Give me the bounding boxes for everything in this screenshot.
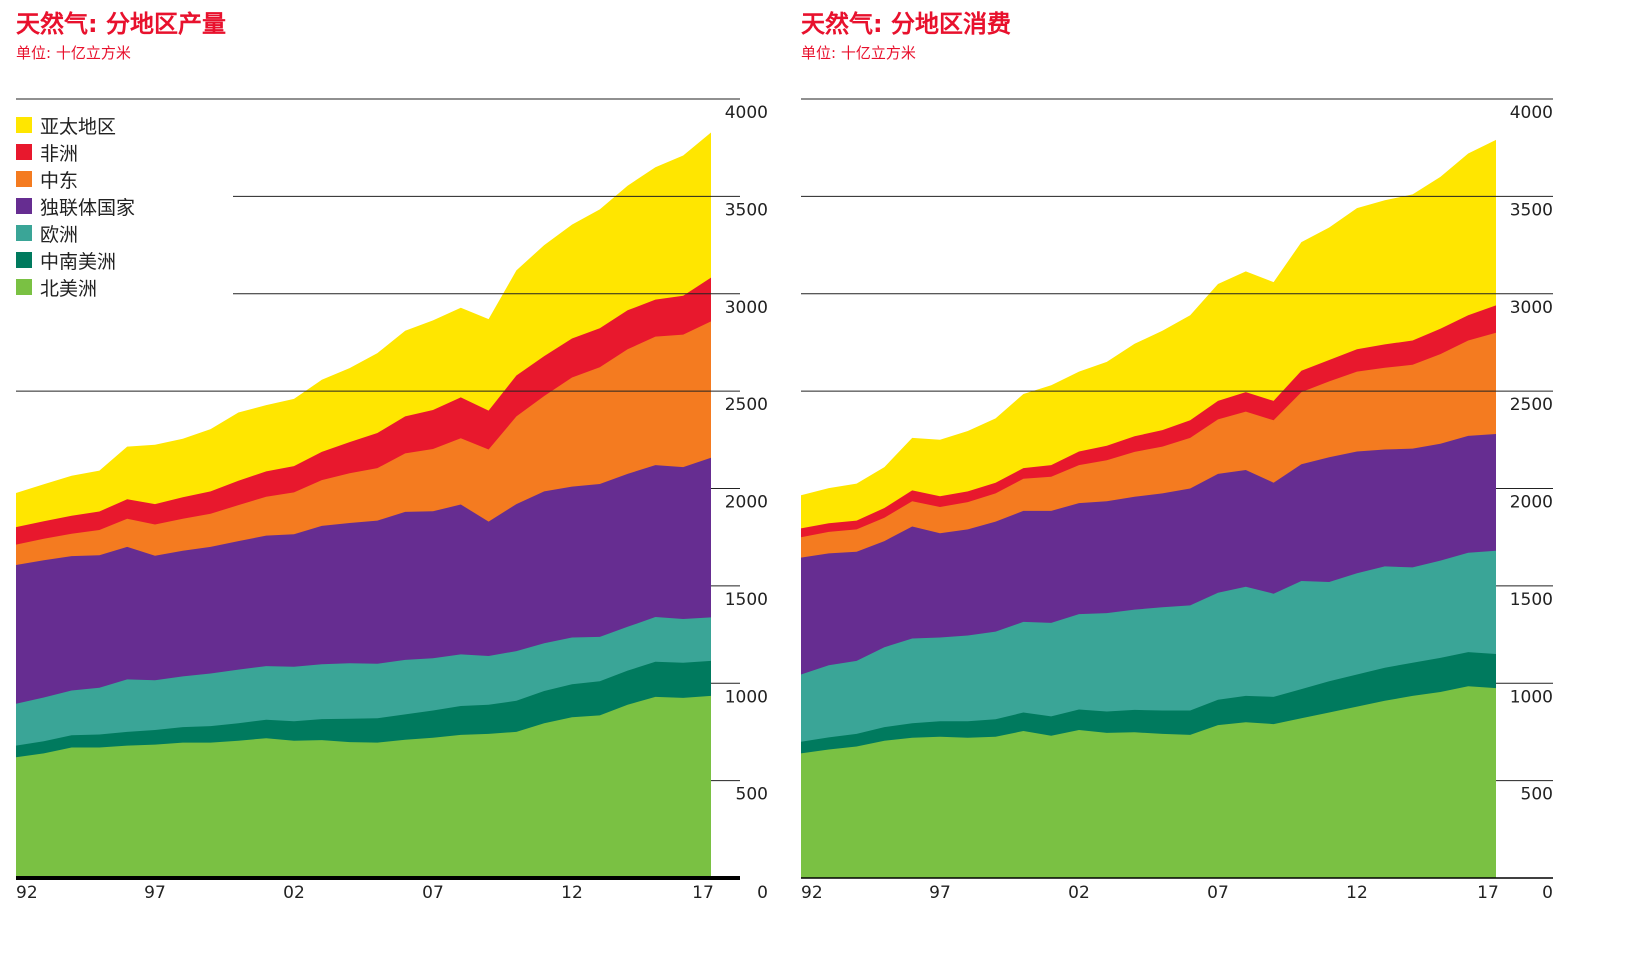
legend-swatch — [16, 279, 32, 295]
area-series-0 — [16, 695, 711, 878]
y-tick-label: 3500 — [1510, 200, 1553, 220]
legend-swatch — [16, 198, 32, 214]
x-tick-label: 92 — [801, 883, 823, 903]
area-series-0 — [801, 686, 1496, 878]
legend-label: 独联体国家 — [40, 197, 135, 219]
legend-item-north-america: 北美洲 — [16, 278, 97, 300]
legend-item-south-central-america: 中南美洲 — [16, 251, 116, 273]
legend-label: 非洲 — [40, 143, 78, 165]
chart-subtitle: 单位: 十亿立方米 — [801, 44, 916, 62]
x-tick-label: 97 — [929, 883, 951, 903]
legend-item-africa: 非洲 — [16, 143, 78, 165]
y-tick-label: 1000 — [1510, 687, 1553, 707]
gridlines — [801, 98, 1553, 879]
y-tick-label: 2500 — [725, 395, 768, 415]
x-tick-label: 17 — [1477, 883, 1499, 903]
y-tick-label: 1000 — [725, 687, 768, 707]
legend-label: 亚太地区 — [40, 116, 116, 138]
chart-title: 天然气: 分地区产量 — [16, 10, 226, 38]
legend-item-europe: 欧洲 — [16, 224, 78, 246]
x-tick-label: 02 — [1068, 883, 1090, 903]
y-tick-label: 2500 — [1510, 395, 1553, 415]
y-tick-label: 4000 — [725, 103, 768, 123]
legend-swatch — [16, 117, 32, 133]
y-tick-label: 500 — [1521, 785, 1553, 805]
y-tick-label: 1500 — [1510, 590, 1553, 610]
y-tick-label: 0 — [1542, 883, 1553, 903]
y-axis-ticks: 0 500 1000 1500 2000 2500 3000 3500 4000 — [725, 103, 768, 903]
legend-item-asia-pacific: 亚太地区 — [16, 116, 116, 138]
gridlines — [16, 98, 740, 880]
y-tick-label: 4000 — [1510, 103, 1553, 123]
legend-swatch — [16, 252, 32, 268]
x-tick-label: 12 — [1346, 883, 1368, 903]
production-chart: 天然气: 分地区产量 单位: 十亿立方米 0 500 1000 1500 2000 250… — [16, 10, 768, 903]
x-axis-ticks: 92 97 02 07 12 17 — [16, 883, 714, 903]
legend-label: 北美洲 — [40, 278, 97, 300]
legend-label: 欧洲 — [40, 224, 78, 246]
legend-swatch — [16, 171, 32, 187]
consumption-chart: 天然气: 分地区消费 单位: 十亿立方米 0 500 1000 1500 2000 250… — [801, 10, 1553, 903]
x-tick-label: 17 — [692, 883, 714, 903]
y-tick-label: 500 — [736, 785, 768, 805]
y-tick-label: 3000 — [725, 298, 768, 318]
y-tick-label: 2000 — [1510, 493, 1553, 513]
area-layers — [801, 139, 1496, 878]
y-tick-label: 3500 — [725, 200, 768, 220]
x-tick-label: 07 — [422, 883, 444, 903]
legend: 亚太地区 非洲 中东 独联体国家 欧洲 中南美洲 北美洲 — [16, 116, 135, 300]
y-tick-label: 0 — [757, 883, 768, 903]
legend-swatch — [16, 144, 32, 160]
x-tick-label: 07 — [1207, 883, 1229, 903]
x-tick-label: 92 — [16, 883, 38, 903]
y-tick-label: 1500 — [725, 590, 768, 610]
legend-item-cis: 独联体国家 — [16, 197, 135, 219]
x-axis-ticks: 92 97 02 07 12 17 — [801, 883, 1499, 903]
legend-item-middle-east: 中东 — [16, 170, 78, 192]
x-tick-label: 97 — [144, 883, 166, 903]
legend-label: 中南美洲 — [40, 251, 116, 273]
legend-label: 中东 — [40, 170, 78, 192]
chart-title: 天然气: 分地区消费 — [801, 10, 1011, 38]
y-tick-label: 3000 — [1510, 298, 1553, 318]
area-layers — [16, 132, 711, 879]
y-axis-ticks: 0 500 1000 1500 2000 2500 3000 3500 4000 — [1510, 103, 1553, 903]
x-tick-label: 12 — [561, 883, 583, 903]
chart-subtitle: 单位: 十亿立方米 — [16, 44, 131, 62]
y-tick-label: 2000 — [725, 493, 768, 513]
legend-swatch — [16, 225, 32, 241]
x-tick-label: 02 — [283, 883, 305, 903]
